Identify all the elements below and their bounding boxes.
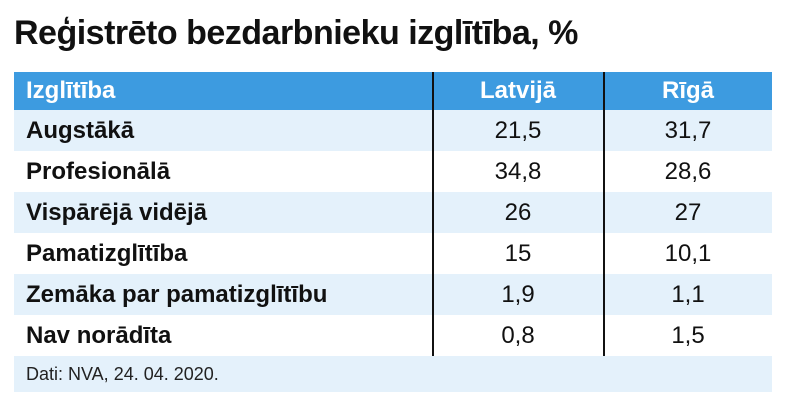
chart-title: Reģistrēto bezdarbnieku izglītība, % <box>14 14 578 52</box>
cell-riga: 27 <box>674 198 702 226</box>
header-education: Izglītība <box>26 77 116 104</box>
table-header: Izglītība Latvijā Rīgā <box>14 72 772 110</box>
table-row: Augstākā 21,5 31,7 <box>14 110 772 151</box>
cell-riga: 28,6 <box>664 157 712 185</box>
cell-latvia: 0,8 <box>501 321 535 349</box>
header-latvia: Latvijā <box>479 77 557 104</box>
row-label: Nav norādīta <box>26 321 172 349</box>
cell-latvia: 21,5 <box>494 116 542 144</box>
cell-latvia: 34,8 <box>494 157 542 185</box>
cell-riga: 10,1 <box>664 239 712 267</box>
data-table: Izglītība Latvijā Rīgā Augstākā 21,5 31,… <box>14 72 772 392</box>
header-riga: Rīgā <box>661 77 714 104</box>
table-row: Vispārējā vidējā 26 27 <box>14 192 772 233</box>
row-label: Profesionālā <box>26 157 171 185</box>
cell-riga: 1,5 <box>671 321 705 349</box>
row-label: Vispārējā vidējā <box>26 198 208 226</box>
cell-riga: 31,7 <box>664 116 712 144</box>
table-row: Profesionālā 34,8 28,6 <box>14 151 772 192</box>
table-row: Nav norādīta 0,8 1,5 <box>14 315 772 356</box>
cell-latvia: 26 <box>504 198 532 226</box>
row-label: Pamatizglītība <box>26 239 188 267</box>
cell-latvia: 1,9 <box>501 280 535 308</box>
source-note: Dati: NVA, 24. 04. 2020. <box>14 356 772 392</box>
row-label: Augstākā <box>26 116 135 144</box>
table-row: Pamatizglītība 15 10,1 <box>14 233 772 274</box>
column-divider <box>603 72 605 356</box>
cell-latvia: 15 <box>504 239 532 267</box>
column-divider <box>432 72 434 356</box>
row-label: Zemāka par pamatizglītību <box>26 280 328 308</box>
cell-riga: 1,1 <box>671 280 705 308</box>
table-row: Zemāka par pamatizglītību 1,9 1,1 <box>14 274 772 315</box>
